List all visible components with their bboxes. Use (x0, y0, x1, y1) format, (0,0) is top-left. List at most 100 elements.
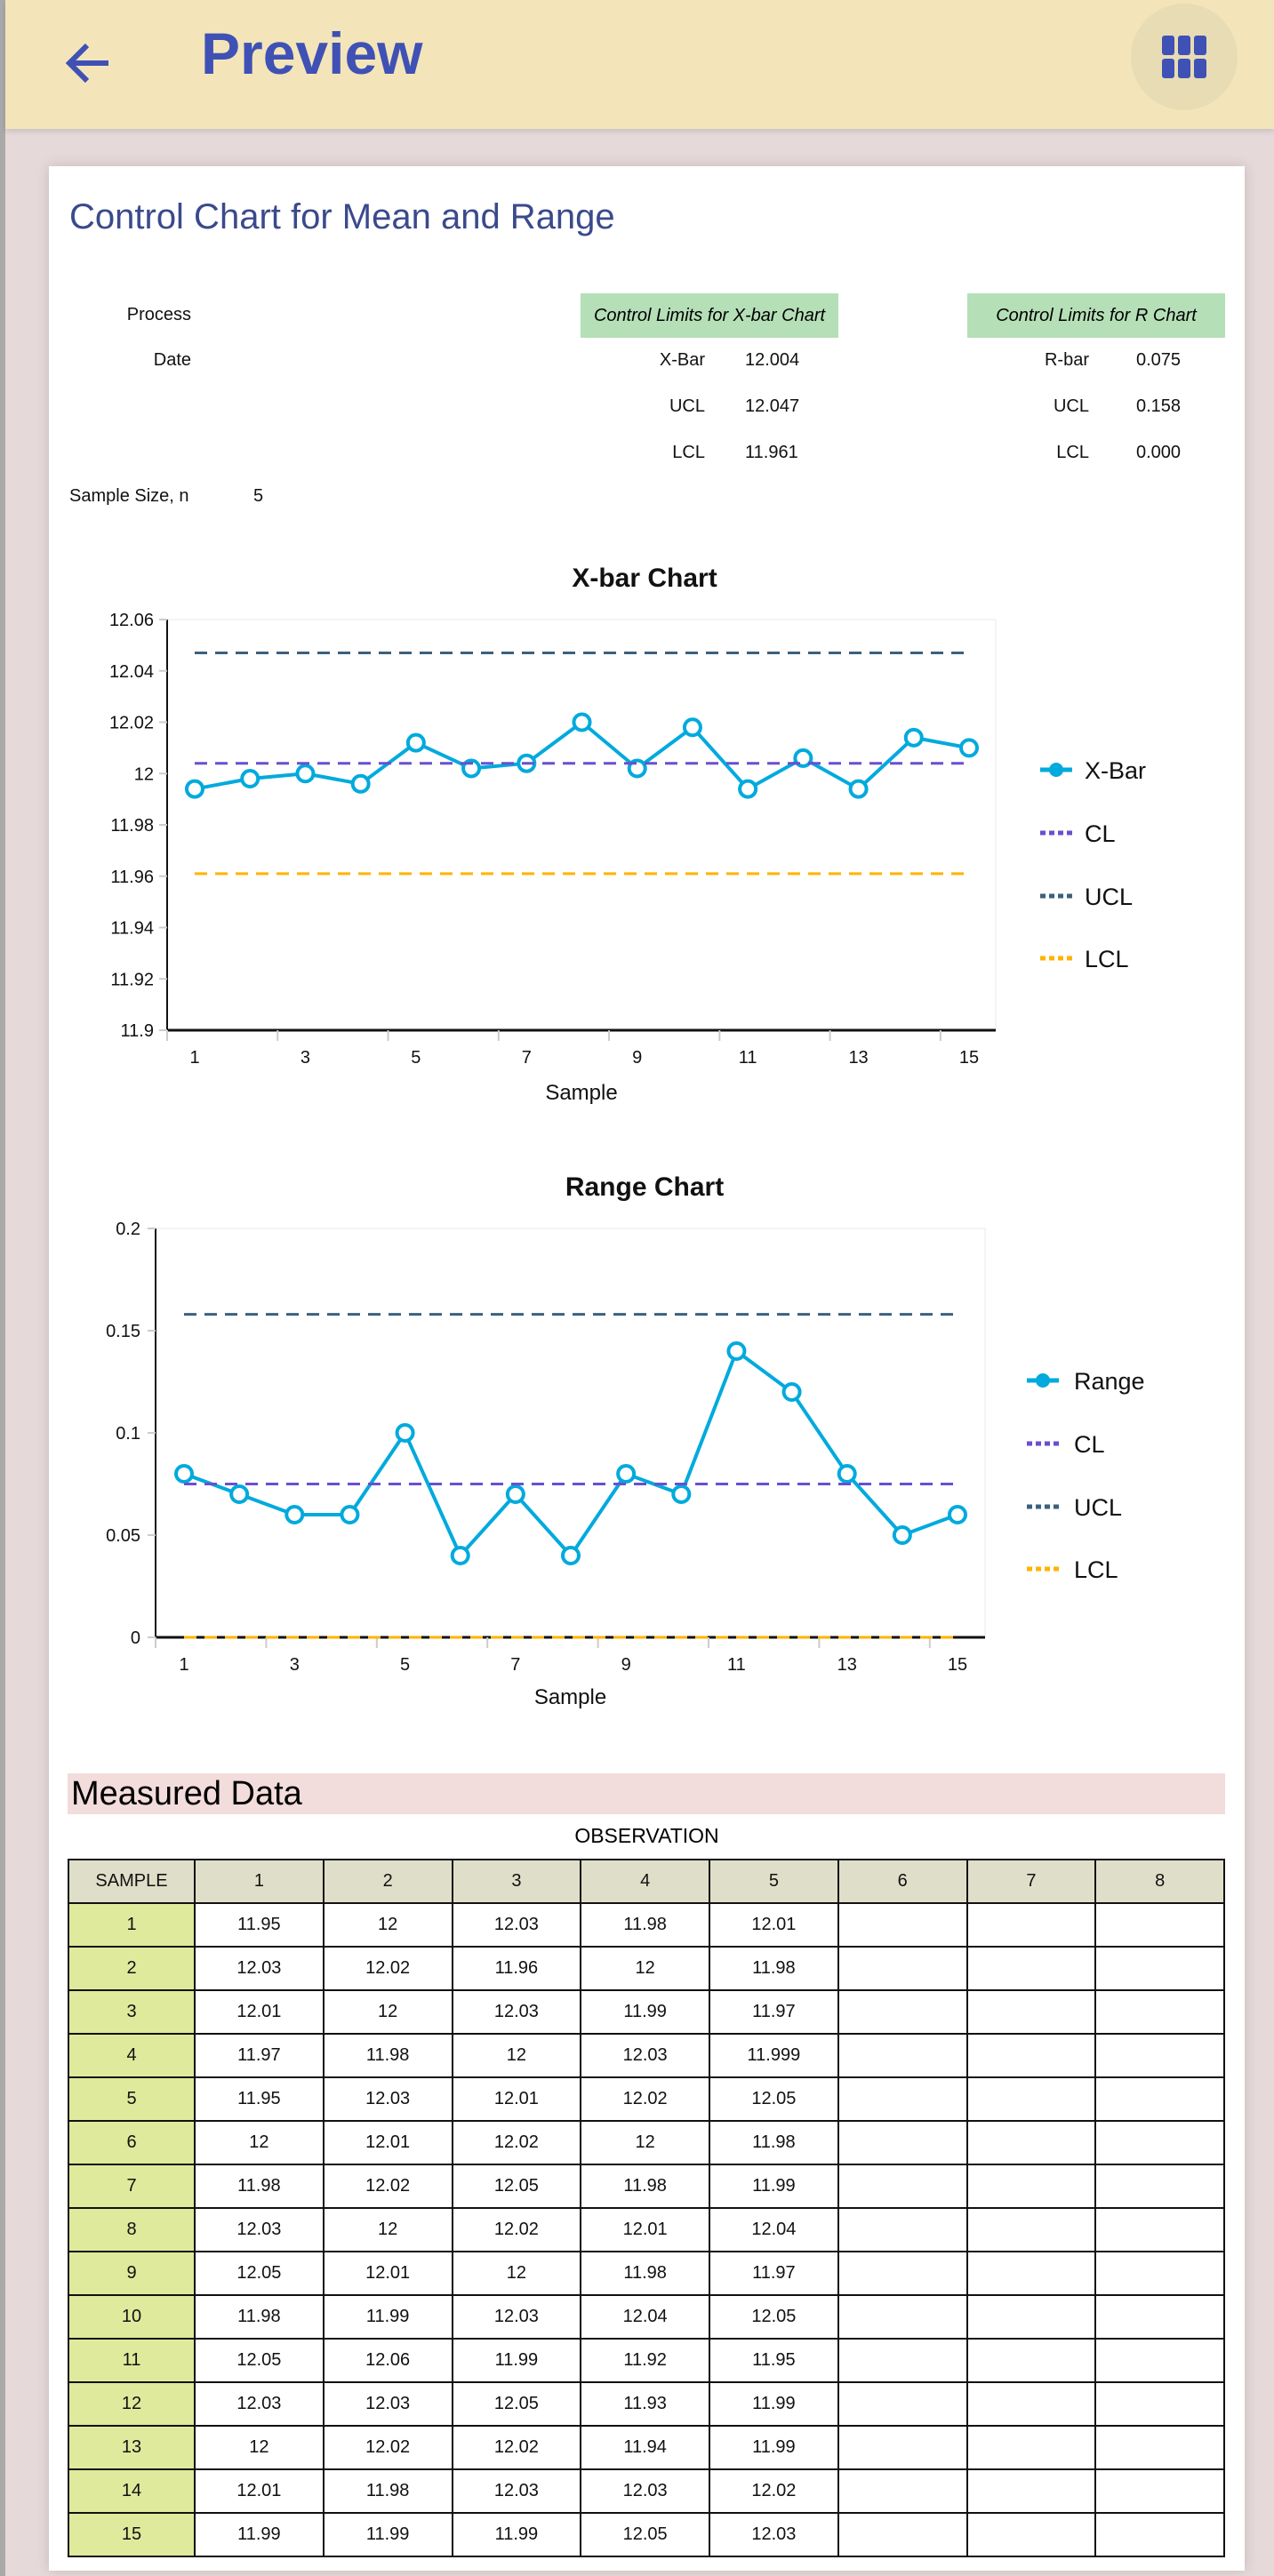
x-tick-label: 3 (300, 1048, 310, 1068)
data-point (903, 727, 924, 748)
data-point (174, 1464, 194, 1484)
observation-cell: 11.99 (194, 2512, 325, 2557)
observation-cell: 12 (194, 2425, 325, 2470)
observation-cell: 12.05 (709, 2076, 839, 2122)
observation-cell: 11.99 (322, 2294, 453, 2340)
table-row: 3 12.01 12 12.03 11.99 11.97 (68, 1989, 1225, 2035)
observation-cell: 11.98 (194, 2294, 325, 2340)
x-tick-label: 15 (959, 1048, 979, 1068)
observation-cell: 11.999 (709, 2033, 839, 2078)
legend-label: UCL (1085, 884, 1133, 910)
data-point (405, 732, 426, 753)
observation-cell: 12 (322, 1902, 453, 1948)
observation-cell: 12.02 (322, 1946, 453, 1991)
xbar-chart: 12.06 12.04 12.02 12 11.98 11.96 11.94 11.92 11.… (109, 611, 1146, 1105)
legend-label: UCL (1074, 1494, 1122, 1521)
observation-cell: 11.97 (194, 2033, 325, 2078)
legend-label: Range (1074, 1368, 1145, 1395)
sample-number-cell: 7 (68, 2164, 196, 2209)
data-point (848, 779, 869, 799)
observation-cell: 12 (194, 2120, 325, 2165)
data-point (350, 773, 371, 794)
observation-cell: 11.95 (709, 2338, 839, 2383)
column-header: 3 (451, 1859, 582, 1904)
process-label: Process (126, 305, 191, 324)
data-point (948, 1505, 967, 1524)
observation-cell: 12 (451, 2251, 582, 2296)
data-point (892, 1525, 912, 1545)
observation-cell: 11.98 (580, 1902, 710, 1948)
y-tick-label: 11.96 (110, 868, 154, 887)
observation-cell (966, 2207, 1097, 2252)
data-point (240, 769, 260, 789)
data-point (959, 738, 979, 758)
observation-cell (1094, 2338, 1225, 2383)
observation-cell (837, 2381, 968, 2427)
observation-cell: 12.03 (194, 1946, 325, 1991)
observation-cell: 12 (451, 2033, 582, 2078)
table-header-row: SAMPLE 1 2 3 4 5 6 7 8 (68, 1859, 1225, 1904)
observation-cell (966, 2076, 1097, 2122)
column-header: 6 (837, 1859, 968, 1904)
sample-number-cell: 6 (68, 2120, 196, 2165)
observation-cell (1094, 2468, 1225, 2514)
r-ucl-label: UCL (1053, 396, 1089, 416)
sample-number-cell: 1 (68, 1902, 196, 1948)
observation-cell: 11.98 (580, 2164, 710, 2209)
table-row: 1 11.95 12 12.03 11.98 12.01 (68, 1902, 1225, 1948)
data-point (572, 712, 592, 732)
observation-cell: 11.99 (709, 2164, 839, 2209)
observation-cell: 12.03 (580, 2033, 710, 2078)
observation-cell: 11.98 (580, 2251, 710, 2296)
observation-cell: 12.04 (580, 2294, 710, 2340)
observation-cell: 12 (322, 2207, 453, 2252)
observation-cell: 12.05 (451, 2381, 582, 2427)
sample-number-cell: 5 (68, 2076, 196, 2122)
r-center-label: R-bar (1044, 350, 1089, 370)
back-button[interactable] (59, 32, 121, 94)
observation-cell (966, 2381, 1097, 2427)
observation-cell: 12 (580, 1946, 710, 1991)
observation-cell (966, 1946, 1097, 1991)
observation-cell: 12.05 (451, 2164, 582, 2209)
arrow-left-icon (65, 43, 108, 84)
data-point (395, 1423, 415, 1443)
legend-label: CL (1085, 820, 1116, 847)
sample-number-cell: 14 (68, 2468, 196, 2514)
observation-cell: 12.03 (194, 2381, 325, 2427)
grid-menu-button[interactable] (1131, 4, 1238, 110)
xbar-ucl-value: 12.047 (745, 396, 800, 416)
sample-number-cell: 8 (68, 2207, 196, 2252)
column-header: 7 (966, 1859, 1097, 1904)
observation-cell (837, 2120, 968, 2165)
report-card: Control Chart for Mean and Range Process… (49, 166, 1245, 2571)
observation-cell (966, 2251, 1097, 2296)
grid-apps-icon (1162, 36, 1206, 78)
observation-cell: 11.97 (709, 1989, 839, 2035)
observation-cell: 12.03 (451, 1989, 582, 2035)
y-tick-label: 11.94 (110, 919, 154, 939)
data-point (450, 1546, 470, 1565)
sample-number-cell: 15 (68, 2512, 196, 2557)
measured-data-table: SAMPLE 1 2 3 4 5 6 7 8 1 11.95 12 12.03 11.98 12.01 2 1… (68, 1859, 1225, 2557)
observation-cell: 12.03 (194, 2207, 325, 2252)
legend-marker-icon (1036, 1373, 1050, 1388)
observation-cell (1094, 2076, 1225, 2122)
y-tick-label: 0.2 (116, 1220, 140, 1239)
y-tick-label: 12 (134, 764, 154, 784)
observation-cell (1094, 2164, 1225, 2209)
data-point (837, 1464, 857, 1484)
observation-cell: 12.02 (709, 2468, 839, 2514)
legend-label: X-Bar (1085, 757, 1146, 784)
table-row: 7 11.98 12.02 12.05 11.98 11.99 (68, 2164, 1225, 2209)
data-point (229, 1484, 250, 1504)
observation-cell (837, 1946, 968, 1991)
data-point (295, 764, 316, 784)
observation-cell: 12.05 (580, 2512, 710, 2557)
y-tick-label: 0.1 (116, 1424, 140, 1444)
observation-cell: 12.03 (709, 2512, 839, 2557)
observation-cell: 12.01 (709, 1902, 839, 1948)
x-tick-label: 13 (848, 1048, 868, 1068)
y-tick-label: 12.04 (109, 662, 154, 682)
